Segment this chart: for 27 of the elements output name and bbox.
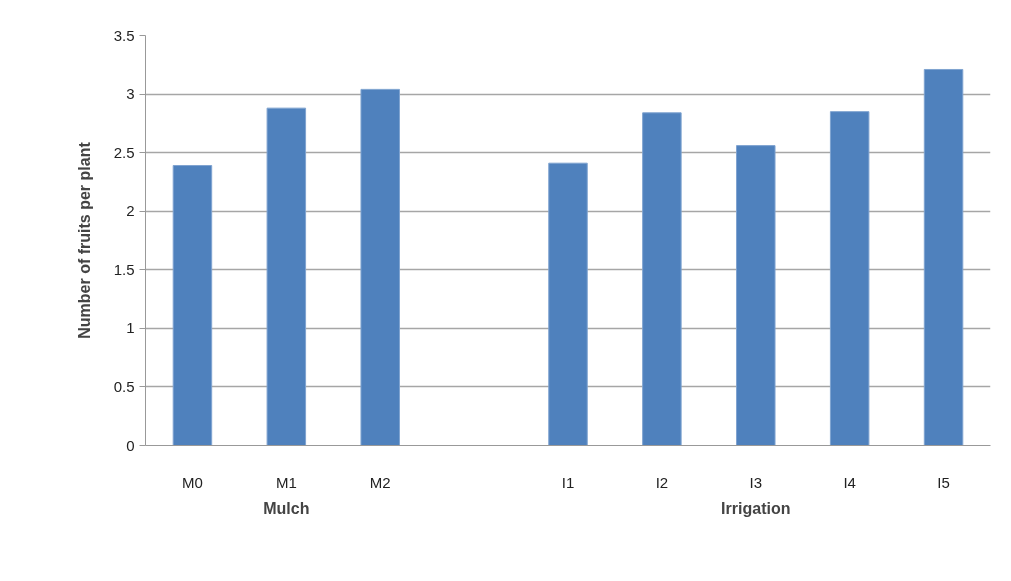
bar bbox=[736, 145, 776, 446]
bar bbox=[829, 111, 870, 446]
x-tick-label: I5 bbox=[937, 473, 950, 491]
x-tick-label: I2 bbox=[655, 473, 669, 491]
x-tick-label: I1 bbox=[561, 473, 575, 491]
x-tick-label: M2 bbox=[369, 473, 391, 491]
x-tick-label: I3 bbox=[749, 473, 763, 491]
x-tick-label: I4 bbox=[843, 473, 856, 491]
y-tick-label: 1 bbox=[126, 319, 135, 337]
text: Mulch bbox=[263, 499, 310, 517]
y-tick-label: 0.5 bbox=[113, 377, 135, 395]
y-tick-label: 2 bbox=[126, 202, 135, 220]
text: Irrigation bbox=[721, 499, 791, 517]
bar bbox=[266, 107, 307, 446]
y-tick-label: 3 bbox=[126, 85, 135, 103]
y-axis-title: Number of fruits per plant bbox=[75, 141, 93, 339]
y-tick-label: 1.5 bbox=[113, 260, 135, 278]
bar bbox=[172, 165, 213, 446]
x-tick-label: M0 bbox=[182, 473, 203, 491]
bar bbox=[548, 162, 588, 446]
bar bbox=[642, 112, 682, 446]
x-tick-label: M1 bbox=[275, 473, 297, 491]
y-tick-label: 2.5 bbox=[113, 143, 135, 161]
bar bbox=[360, 88, 400, 446]
bar bbox=[923, 68, 964, 446]
y-tick-label: 3.5 bbox=[113, 26, 135, 44]
y-tick-label: 0 bbox=[126, 436, 135, 454]
